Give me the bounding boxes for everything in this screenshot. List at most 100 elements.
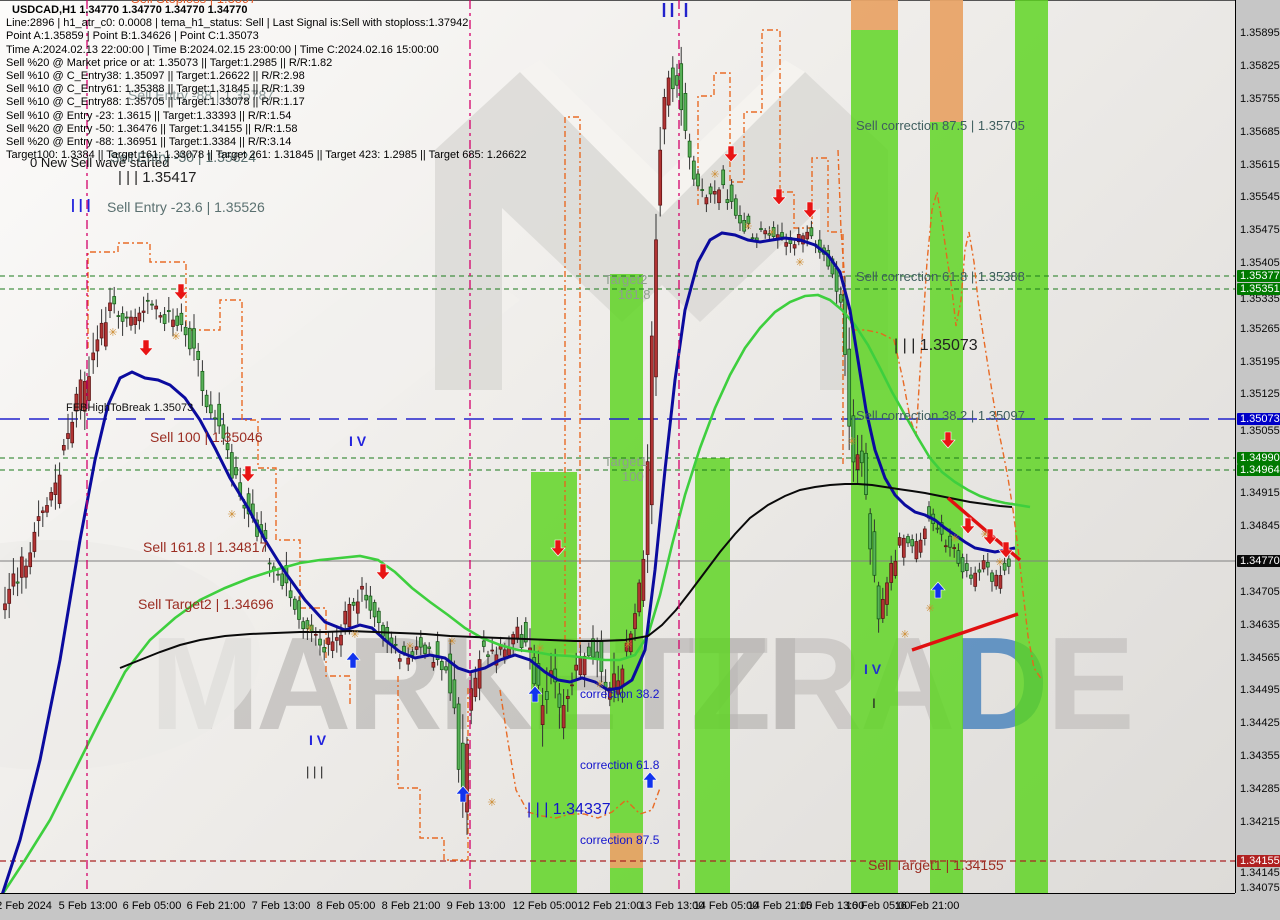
sell-arrow-icon — [982, 528, 998, 546]
fractal-marker-icon: ✳ — [405, 640, 414, 653]
time-axis[interactable]: 2 Feb 2024 5 Feb 13:00 6 Feb 05:00 6 Feb 21… — [0, 893, 1235, 920]
sell-arrow-icon — [375, 563, 391, 581]
time-label: 16 Feb 05:00 — [845, 900, 911, 912]
time-label: 12 Feb 21:00 — [577, 900, 643, 912]
fractal-marker-icon: ✳ — [980, 528, 989, 541]
fibo-band-green — [930, 122, 963, 899]
fractal-marker-icon: ✳ — [950, 532, 959, 545]
fractal-marker-icon: ✳ — [350, 628, 359, 641]
info-line: Line:2896 | h1_atr_c0: 0.0008 | tema_h1_… — [6, 17, 469, 30]
sar-dashed-line — [87, 242, 351, 706]
time-label: 14 Feb 21:00 — [747, 900, 813, 912]
price-badge-blue: 1.35073 — [1237, 413, 1280, 425]
candlesticks — [3, 46, 1011, 835]
fractal-marker-icon: ✳ — [447, 635, 456, 648]
sell-arrow-icon — [771, 188, 787, 206]
fractal-marker-icon: ✳ — [623, 638, 632, 651]
price-label: 1.34215 — [1240, 816, 1280, 828]
time-label: 15 Feb 13:00 — [799, 900, 865, 912]
fractal-marker-icon: ✳ — [995, 556, 1004, 569]
fractal-marker-icon: ✳ — [108, 326, 117, 339]
fractal-marker-icon: ✳ — [710, 168, 719, 181]
logo-m-watermark — [435, 72, 888, 390]
fractal-marker-icon: ✳ — [305, 622, 314, 635]
price-label: 1.34565 — [1240, 652, 1280, 664]
time-label: 7 Feb 13:00 — [251, 900, 311, 912]
time-label: 8 Feb 05:00 — [316, 900, 376, 912]
sar-dashed-line — [397, 676, 469, 861]
price-label: 1.34845 — [1240, 520, 1280, 532]
trend-line-red — [911, 612, 1019, 652]
fractal-marker-icon: ✳ — [595, 678, 604, 691]
sar-dashed-line — [837, 149, 1043, 681]
sell-arrow-icon — [173, 283, 189, 301]
fractal-marker-icon: ✳ — [535, 642, 544, 655]
time-label: 14 Feb 05:00 — [693, 900, 759, 912]
buy-arrow-icon — [455, 785, 471, 803]
time-label: 9 Feb 13:00 — [446, 900, 506, 912]
price-label: 1.34145 — [1240, 867, 1280, 879]
price-label: 1.35475 — [1240, 224, 1280, 236]
symbol-ohlc-header: USDCAD,H1 1.34770 1.34770 1.34770 1.3477… — [12, 4, 248, 16]
price-badge-green: 1.34964 — [1237, 464, 1280, 476]
sar-dashed-line — [499, 689, 661, 819]
fractal-marker-icon: ✳ — [743, 220, 752, 233]
price-badge-black: 1.34770 — [1237, 555, 1280, 567]
price-badge-red: 1.34155 — [1237, 855, 1280, 867]
fibo-band-green — [695, 458, 730, 899]
price-label: 1.35545 — [1240, 191, 1280, 203]
time-label: 6 Feb 05:00 — [122, 900, 182, 912]
info-line: Sell %10 @ C_Entry38: 1.35097 || Target:… — [6, 70, 305, 82]
info-line: Target100: 1.3384 || Target 161: 1.33078… — [6, 149, 527, 162]
info-line: Sell %20 @ Market price or at: 1.35073 |… — [6, 56, 333, 69]
fibo-band-green — [1015, 0, 1048, 899]
price-label: 1.35265 — [1240, 323, 1280, 335]
sar-dashed-line — [564, 116, 581, 655]
time-label: 16 Feb 21:00 — [894, 900, 960, 912]
time-label: 12 Feb 05:00 — [512, 900, 578, 912]
time-label: 5 Feb 13:00 — [58, 900, 118, 912]
info-line: Sell %10 @ C_Entry61: 1.35388 || Target:… — [6, 83, 305, 96]
price-label: 1.34495 — [1240, 684, 1280, 696]
fractal-marker-icon: ✳ — [171, 330, 180, 343]
price-label: 1.34285 — [1240, 783, 1280, 795]
sell-arrow-icon — [550, 539, 566, 557]
sell-arrow-icon — [723, 145, 739, 163]
fibo-band-orange — [851, 0, 898, 30]
buy-arrow-icon — [642, 771, 658, 789]
fractal-marker-icon: ✳ — [900, 628, 909, 641]
price-badge-green: 1.35377 — [1237, 270, 1280, 282]
price-label: 1.35335 — [1240, 293, 1280, 305]
price-label: 1.35055 — [1240, 425, 1280, 437]
ma-line-black — [119, 483, 1013, 669]
logo-m-highlight — [520, 60, 805, 215]
info-line: Sell %20 @ Entry -88: 1.36951 || Target:… — [6, 136, 292, 148]
sell-arrow-icon — [240, 465, 256, 483]
time-label: 6 Feb 21:00 — [186, 900, 246, 912]
sell-arrow-icon — [138, 339, 154, 357]
price-label: 1.35825 — [1240, 60, 1280, 72]
fractal-marker-icon: ✳ — [487, 796, 496, 809]
fractal-marker-icon: ✳ — [227, 508, 236, 521]
price-label: 1.35685 — [1240, 126, 1280, 138]
ma-line-green — [0, 293, 1031, 896]
price-label: 1.34915 — [1240, 487, 1280, 499]
ma-line-navy — [0, 231, 1016, 896]
price-label: 1.35125 — [1240, 388, 1280, 400]
price-label: 1.35405 — [1240, 257, 1280, 269]
price-label: 1.34425 — [1240, 717, 1280, 729]
fibo-band-orange — [610, 833, 643, 868]
time-label: 2 Feb 2024 — [0, 900, 52, 912]
info-line: Sell %10 @ C_Entry88: 1.35705 || Target:… — [6, 96, 305, 109]
info-line: Point A:1.35859 | Point B:1.34626 | Poin… — [6, 30, 259, 43]
sell-arrow-icon — [998, 541, 1014, 559]
price-label: 1.35755 — [1240, 93, 1280, 105]
time-label: 13 Feb 13:00 — [639, 900, 705, 912]
price-label: 1.34355 — [1240, 750, 1280, 762]
price-axis[interactable]: 1.35895 1.35825 1.35755 1.35685 1.35615 1.355… — [1235, 0, 1280, 894]
sar-dashed-line — [697, 29, 844, 465]
sell-arrow-icon — [960, 517, 976, 535]
price-label: 1.34705 — [1240, 586, 1280, 598]
